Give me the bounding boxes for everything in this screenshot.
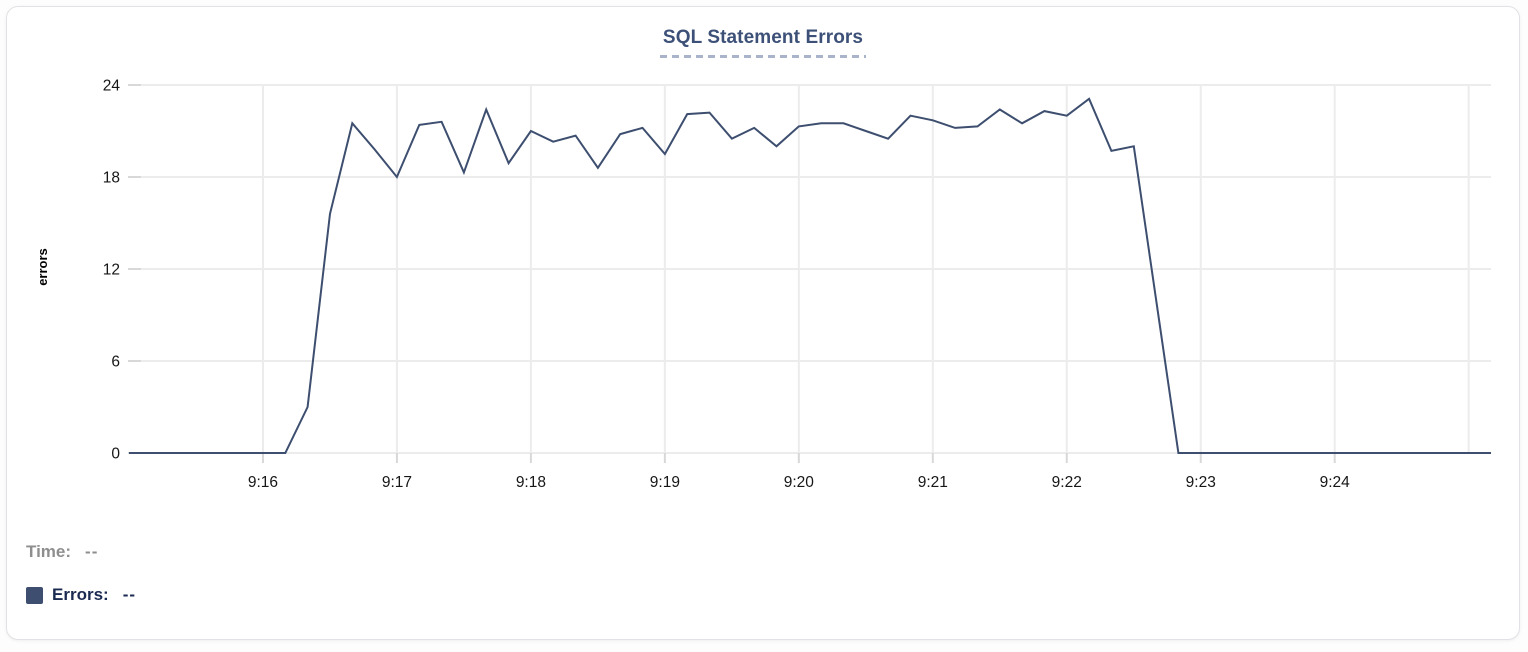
legend-row-time: Time: -- — [26, 541, 136, 563]
legend-errors-label: Errors: — [52, 585, 109, 604]
x-axis-labels: 9:16 9:17 9:18 9:19 9:20 9:21 9:22 9:23 9:24 — [248, 474, 1350, 491]
legend-time-label: Time: — [26, 542, 72, 561]
svg-text:0: 0 — [111, 446, 120, 463]
legend-time-value: -- — [85, 542, 99, 561]
svg-text:12: 12 — [103, 262, 120, 279]
sql-statement-errors-card: SQL Statement Errors errors 0 6 12 18 24 9:16… — [6, 6, 1520, 640]
chart-legend: Time: -- Errors: -- — [26, 541, 136, 627]
svg-text:9:16: 9:16 — [248, 474, 278, 491]
svg-text:9:21: 9:21 — [918, 474, 948, 491]
y-axis-title: errors — [35, 248, 50, 286]
chart-header: SQL Statement Errors — [7, 7, 1519, 65]
svg-text:18: 18 — [103, 170, 120, 187]
svg-text:24: 24 — [103, 78, 121, 95]
svg-text:9:22: 9:22 — [1052, 474, 1082, 491]
errors-line — [129, 97, 1491, 454]
legend-row-errors: Errors: -- — [26, 584, 136, 606]
svg-text:9:23: 9:23 — [1186, 474, 1216, 491]
svg-text:9:18: 9:18 — [516, 474, 546, 491]
svg-text:6: 6 — [111, 354, 120, 371]
y-axis-labels: 0 6 12 18 24 — [103, 78, 121, 463]
svg-text:9:24: 9:24 — [1320, 474, 1351, 491]
svg-text:9:19: 9:19 — [650, 474, 680, 491]
svg-text:9:20: 9:20 — [784, 474, 815, 491]
gridlines — [128, 84, 1491, 463]
legend-errors-value: -- — [122, 585, 137, 604]
svg-text:9:17: 9:17 — [382, 474, 412, 491]
errors-series-swatch — [26, 586, 43, 604]
chart-title[interactable]: SQL Statement Errors — [659, 27, 867, 58]
